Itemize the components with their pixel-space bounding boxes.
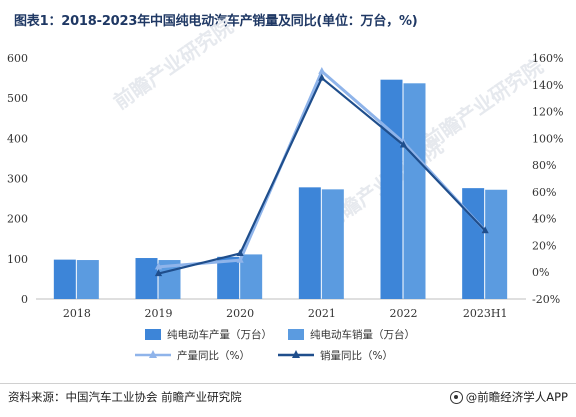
brand-credit: @前瞻经济学人APP bbox=[449, 389, 568, 405]
y-right-tick-label: 60% bbox=[532, 186, 556, 199]
x-tick-label: 2023H1 bbox=[463, 307, 508, 320]
footer-divider bbox=[0, 383, 576, 384]
sales-bar bbox=[240, 254, 263, 299]
y-left-tick-label: 400 bbox=[7, 132, 28, 145]
y-left-tick-label: 0 bbox=[21, 293, 28, 306]
legend-production-label: 纯电动车产量（万台） bbox=[167, 328, 272, 341]
combo-chart: 前瞻产业研究院前瞻产业研究院前瞻产业研究院 010020030040050060… bbox=[7, 14, 563, 362]
legend-sales-label: 纯电动车销量（万台） bbox=[310, 328, 415, 341]
y-left-tick-label: 600 bbox=[7, 52, 28, 65]
sales-bar bbox=[76, 260, 99, 299]
sales-bar bbox=[321, 189, 344, 299]
legend-production-swatch bbox=[145, 329, 161, 340]
chart-title: 图表1：2018-2023年中国纯电动汽车产销量及同比(单位：万台，%) bbox=[14, 14, 418, 29]
x-tick-label: 2019 bbox=[145, 307, 173, 320]
legend-sales-yoy-label: 销量同比（%） bbox=[320, 349, 393, 362]
line-series-layer bbox=[154, 66, 489, 277]
production-yoy-point bbox=[318, 66, 326, 74]
y-left-tick-label: 200 bbox=[7, 213, 28, 226]
y-right-tick-label: 0% bbox=[532, 266, 549, 279]
sales-yoy-point bbox=[236, 249, 244, 256]
y-left-tick-label: 100 bbox=[7, 253, 28, 266]
production-yoy-line bbox=[158, 69, 487, 269]
production-bar bbox=[217, 256, 240, 299]
y-left-tick-label: 500 bbox=[7, 92, 28, 105]
x-tick-label: 2020 bbox=[226, 307, 254, 320]
y-right-tick-label: 80% bbox=[532, 159, 556, 172]
legend-sales-yoy-marker bbox=[292, 350, 300, 358]
sales-yoy-point bbox=[154, 269, 163, 277]
production-yoy-point bbox=[154, 262, 163, 270]
sales-yoy-point bbox=[399, 140, 408, 148]
bar-series-layer bbox=[53, 79, 508, 300]
sales-bar bbox=[485, 189, 508, 299]
y-left-tick-label: 300 bbox=[7, 173, 28, 186]
y-right-tick-label: 120% bbox=[532, 106, 563, 119]
chart-axes: 0 100 200 300 400 500 600 -20% 0% 20% 40% 60% 80% 100… bbox=[7, 52, 563, 320]
legend-production-yoy-marker bbox=[149, 350, 157, 358]
x-tick-label: 2022 bbox=[390, 307, 418, 320]
y-right-tick-label: 160% bbox=[532, 52, 563, 65]
y-right-tick-label: 20% bbox=[532, 239, 556, 252]
chart-legend: 纯电动车产量（万台） 纯电动车销量（万台） 产量同比（%） 销量同比（%） bbox=[135, 328, 415, 362]
production-bar bbox=[298, 187, 321, 299]
sales-bar bbox=[403, 83, 426, 300]
production-yoy-point bbox=[236, 255, 244, 263]
y-right-tick-label: 100% bbox=[532, 132, 563, 145]
brand-text: @前瞻经济学人APP bbox=[465, 390, 568, 404]
sales-yoy-point bbox=[318, 73, 326, 81]
y-right-tick-label: 40% bbox=[532, 213, 556, 226]
watermark-text: 前瞻产业研究院 bbox=[109, 14, 237, 114]
production-bar bbox=[53, 259, 76, 299]
y-right-tick-label: 140% bbox=[532, 79, 563, 92]
source-note: 资料来源：中国汽车工业协会 前瞻产业研究院 bbox=[8, 390, 242, 404]
sales-yoy-point bbox=[481, 226, 489, 234]
legend-sales-swatch bbox=[288, 329, 304, 340]
x-tick-label: 2018 bbox=[63, 307, 91, 320]
brand-logo-icon bbox=[449, 390, 463, 404]
y-right-tick-label: -20% bbox=[532, 293, 560, 306]
production-bar bbox=[135, 258, 158, 299]
production-bar bbox=[380, 79, 403, 299]
x-tick-label: 2021 bbox=[308, 307, 336, 320]
legend-production-yoy-label: 产量同比（%） bbox=[177, 349, 250, 362]
watermark-text: 前瞻产业研究院 bbox=[419, 54, 547, 154]
production-bar bbox=[462, 188, 485, 299]
